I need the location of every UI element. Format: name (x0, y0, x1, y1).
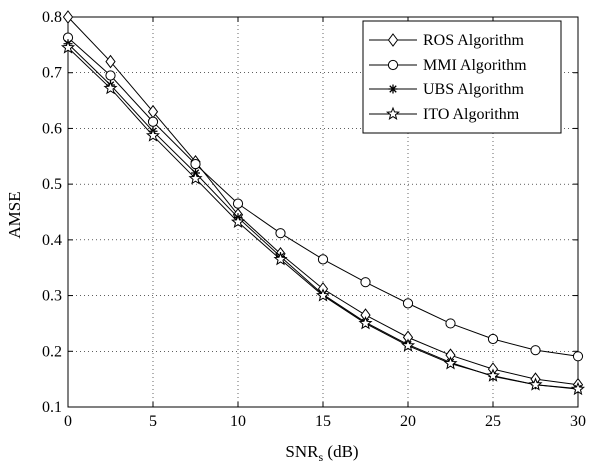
y-tick-label: 0.2 (42, 343, 62, 360)
data-point (530, 345, 541, 356)
data-point (485, 368, 501, 382)
series-group (60, 10, 586, 396)
legend-marker-asterisk (388, 84, 398, 94)
series-circle (62, 32, 584, 362)
data-point (105, 70, 116, 81)
data-point (275, 228, 286, 239)
legend: ROS Algorithm MMI Algorithm UBS Algorithm I… (362, 20, 562, 134)
data-point (315, 288, 331, 302)
data-point (190, 158, 201, 170)
legend-label: ROS Algorithm (423, 32, 524, 49)
legend-marker-star (385, 106, 401, 120)
data-point (572, 351, 584, 362)
y-tick-label: 0.1 (42, 399, 62, 416)
data-point (103, 80, 118, 95)
data-point (443, 356, 458, 370)
y-tick-label: 0.7 (42, 65, 62, 82)
legend-label: MMI Algorithm (423, 57, 527, 74)
legend-marker-diamond (387, 33, 399, 47)
data-point (360, 277, 371, 288)
legend-label: UBS Algorithm (423, 81, 524, 98)
data-point (358, 316, 373, 330)
data-point (445, 318, 456, 329)
data-point (528, 377, 543, 391)
series-star (60, 40, 586, 396)
data-point (188, 171, 203, 185)
data-point (147, 116, 159, 127)
data-point (60, 40, 76, 54)
x-axis-label-unit: (dB) (323, 442, 358, 461)
data-point (273, 251, 288, 266)
y-tick-label: 0.3 (42, 288, 62, 305)
x-tick-label: 25 (485, 413, 501, 430)
y-tick-label: 0.6 (42, 120, 62, 137)
data-point (232, 198, 244, 209)
data-point (62, 10, 74, 24)
x-axis-label: SNRs (dB) (285, 442, 358, 464)
y-tick-label: 0.4 (42, 232, 62, 249)
x-tick-label: 0 (64, 413, 72, 430)
x-axis-label-main: SNR (285, 442, 319, 461)
data-point (105, 54, 116, 69)
data-point (317, 254, 329, 265)
legend-label: ITO Algorithm (423, 106, 520, 123)
x-tick-label: 20 (400, 413, 416, 430)
y-tick-label: 0.8 (42, 9, 62, 26)
legend-marker-circle (387, 59, 399, 71)
x-tick-label: 10 (230, 413, 246, 430)
x-tick-label: 5 (149, 413, 157, 430)
x-axis-label-subscript: s (318, 450, 323, 464)
data-point (230, 214, 246, 228)
data-point (402, 298, 414, 309)
x-tick-label: 30 (570, 413, 586, 430)
axes (67, 16, 579, 408)
tick-labels: 0 5 10 15 20 25 30 0.1 0.2 0.3 0.4 0.5 0.6 0.7 0.8 (42, 9, 586, 430)
data-point (145, 128, 161, 142)
data-point (570, 381, 586, 396)
data-point (400, 338, 416, 352)
y-tick-label: 0.5 (42, 176, 62, 193)
x-tick-label: 15 (315, 413, 331, 430)
data-point (487, 333, 499, 345)
y-axis-label: AMSE (5, 191, 24, 238)
